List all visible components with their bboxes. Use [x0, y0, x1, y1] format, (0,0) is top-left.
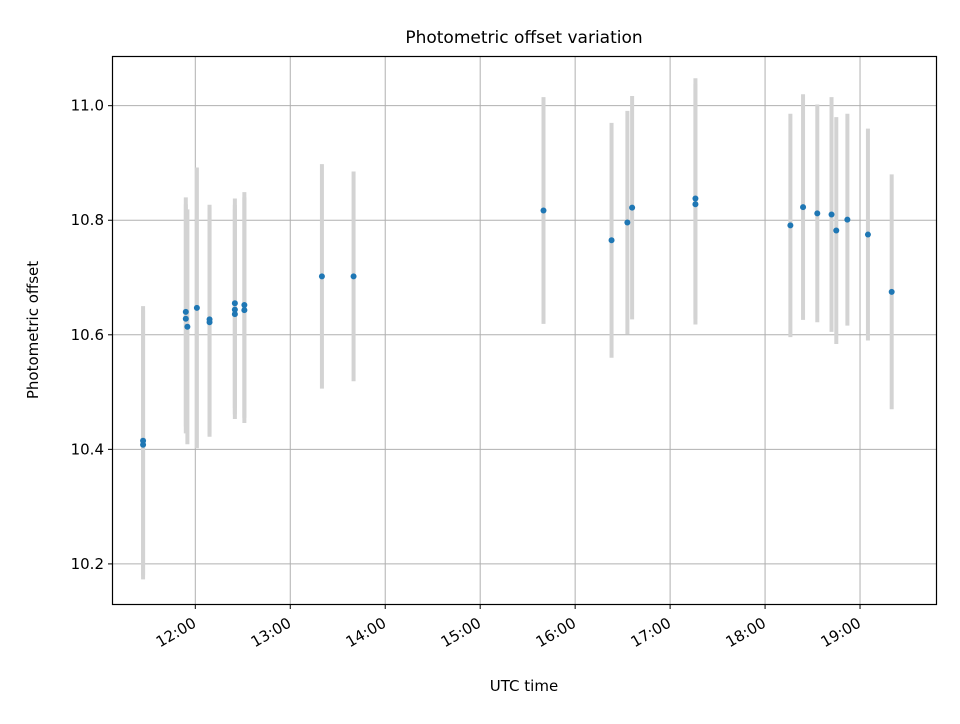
- data-point: [888, 288, 895, 295]
- y-tick-label: 10.8: [71, 211, 104, 229]
- data-point: [182, 315, 189, 322]
- data-point: [833, 227, 840, 234]
- data-point: [241, 307, 248, 314]
- data-point: [844, 216, 851, 223]
- data-point: [231, 300, 238, 307]
- data-point: [540, 207, 547, 214]
- y-tick-label: 10.2: [71, 555, 104, 573]
- data-point: [624, 219, 631, 226]
- y-tick-label: 10.4: [71, 440, 104, 458]
- data-point: [140, 437, 147, 444]
- y-axis: 10.2 10.4 10.6 10.8 11.0: [71, 97, 113, 573]
- data-point: [350, 273, 357, 280]
- data-point: [629, 204, 636, 211]
- point-layer: [140, 195, 895, 448]
- data-point: [231, 306, 238, 313]
- data-point: [828, 211, 835, 218]
- x-axis-label: UTC time: [490, 677, 558, 695]
- data-point: [800, 204, 807, 211]
- plot-frame: [111, 55, 938, 606]
- data-point: [692, 195, 699, 202]
- chart-title: Photometric offset variation: [405, 28, 642, 48]
- data-point: [193, 304, 200, 311]
- data-point: [608, 237, 615, 244]
- data-point: [182, 308, 189, 315]
- y-axis-label: Photometric offset: [24, 261, 42, 399]
- data-point: [864, 231, 871, 238]
- y-tick-label: 10.6: [71, 326, 104, 344]
- grid-layer: [113, 57, 936, 604]
- data-point: [184, 323, 191, 330]
- data-point: [692, 201, 699, 208]
- data-point: [814, 210, 821, 217]
- data-point: [318, 273, 325, 280]
- data-point: [231, 311, 238, 318]
- data-point: [241, 302, 248, 309]
- data-point: [787, 222, 794, 229]
- y-tick-label: 11.0: [71, 97, 104, 115]
- data-point: [206, 316, 213, 323]
